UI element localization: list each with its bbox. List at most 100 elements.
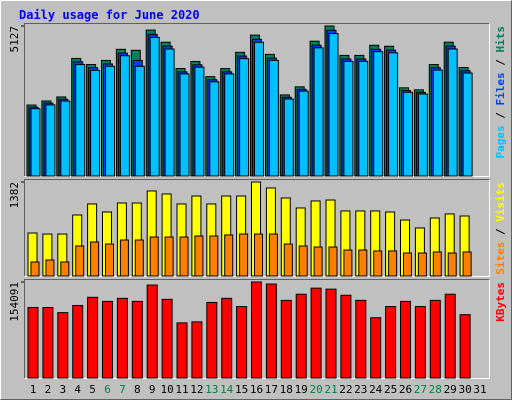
bar — [75, 64, 86, 177]
legend-entry: Files — [494, 72, 507, 105]
bar — [87, 296, 99, 379]
bar — [385, 306, 397, 379]
legend-entry: KBytes — [494, 282, 507, 322]
bar — [283, 243, 293, 277]
chart-title: Daily usage for June 2020 — [19, 8, 200, 22]
bar — [447, 48, 458, 177]
legend-entry: Sites — [494, 242, 507, 275]
bar — [119, 55, 130, 177]
bar — [432, 69, 443, 177]
bar — [224, 234, 234, 277]
x-tick-label: 1 — [30, 383, 37, 396]
bar — [75, 245, 85, 277]
bar — [268, 233, 278, 277]
x-tick-label: 11 — [175, 383, 188, 396]
bar — [444, 293, 456, 379]
bar — [254, 233, 263, 277]
bar — [146, 284, 158, 379]
bar — [343, 249, 353, 277]
x-tick-label: 27 — [414, 383, 427, 396]
bar — [343, 60, 354, 177]
legend-entry: Hits — [494, 26, 507, 53]
x-tick-label: 18 — [280, 383, 293, 396]
bar — [280, 299, 292, 379]
bar — [295, 293, 307, 379]
bar — [221, 297, 233, 379]
bar — [57, 312, 69, 379]
bar — [209, 235, 219, 277]
bar — [239, 58, 250, 177]
x-tick-label: 25 — [384, 383, 397, 396]
panel-bevel — [24, 179, 490, 277]
x-tick-label: 30 — [458, 383, 471, 396]
x-tick-label: 4 — [74, 383, 81, 396]
y-tick-label: 154091 — [8, 282, 21, 322]
x-tick-label: 29 — [444, 383, 457, 396]
bar — [459, 314, 471, 379]
bar — [30, 261, 40, 277]
bar — [30, 108, 41, 177]
bar — [102, 300, 113, 379]
bar — [310, 287, 322, 379]
bar — [414, 306, 426, 379]
bar — [105, 65, 115, 177]
bar — [194, 235, 204, 277]
x-tick-label: 31 — [473, 383, 486, 396]
x-tick-label: 12 — [190, 383, 203, 396]
x-tick-label: 28 — [429, 383, 442, 396]
bar — [325, 288, 337, 379]
x-tick-label: 23 — [354, 383, 367, 396]
bar — [179, 73, 190, 177]
bar — [60, 100, 71, 177]
bar — [90, 69, 101, 177]
bar — [417, 252, 427, 277]
bar — [355, 299, 367, 379]
bar — [119, 239, 129, 277]
bar — [265, 283, 277, 379]
x-tick-label: 7 — [119, 383, 126, 396]
bar — [131, 300, 143, 379]
x-tick-label: 24 — [369, 383, 383, 396]
x-tick-label: 26 — [399, 383, 412, 396]
bar — [298, 245, 308, 277]
legend-separator: / — [494, 106, 507, 126]
bar — [417, 93, 428, 177]
x-tick-label: 9 — [149, 383, 156, 396]
bar — [313, 246, 323, 277]
bar — [447, 252, 457, 277]
x-tick-label: 2 — [45, 383, 52, 396]
x-tick-label: 22 — [339, 383, 352, 396]
panel-bevel — [24, 279, 490, 379]
bar — [206, 301, 218, 379]
x-tick-label: 8 — [134, 383, 141, 396]
bar — [176, 322, 188, 379]
bar — [45, 259, 55, 277]
x-tick-label: 17 — [265, 383, 278, 396]
x-tick-label: 5 — [89, 383, 96, 396]
y-tick-label: 5127 — [8, 26, 21, 53]
bar — [432, 251, 442, 277]
x-tick-label: 6 — [104, 383, 111, 396]
bar — [313, 47, 324, 177]
legend: Sites / Visits — [494, 182, 507, 275]
bar — [164, 48, 175, 177]
bar — [373, 51, 384, 177]
bar — [149, 36, 160, 177]
bar — [388, 250, 398, 277]
x-tick-label: 16 — [250, 383, 263, 396]
bar — [239, 233, 249, 277]
bar — [161, 298, 173, 379]
bar — [400, 300, 411, 379]
bar — [328, 246, 338, 277]
panel-bevel — [24, 279, 490, 379]
bar — [27, 307, 39, 379]
bar — [328, 33, 339, 177]
x-tick-label: 3 — [59, 383, 66, 396]
y-tick-label: 1382 — [8, 182, 21, 209]
legend: KBytes — [494, 282, 507, 322]
x-tick-label: 10 — [160, 383, 173, 396]
legend-separator: / — [494, 222, 507, 242]
bar — [358, 249, 368, 277]
